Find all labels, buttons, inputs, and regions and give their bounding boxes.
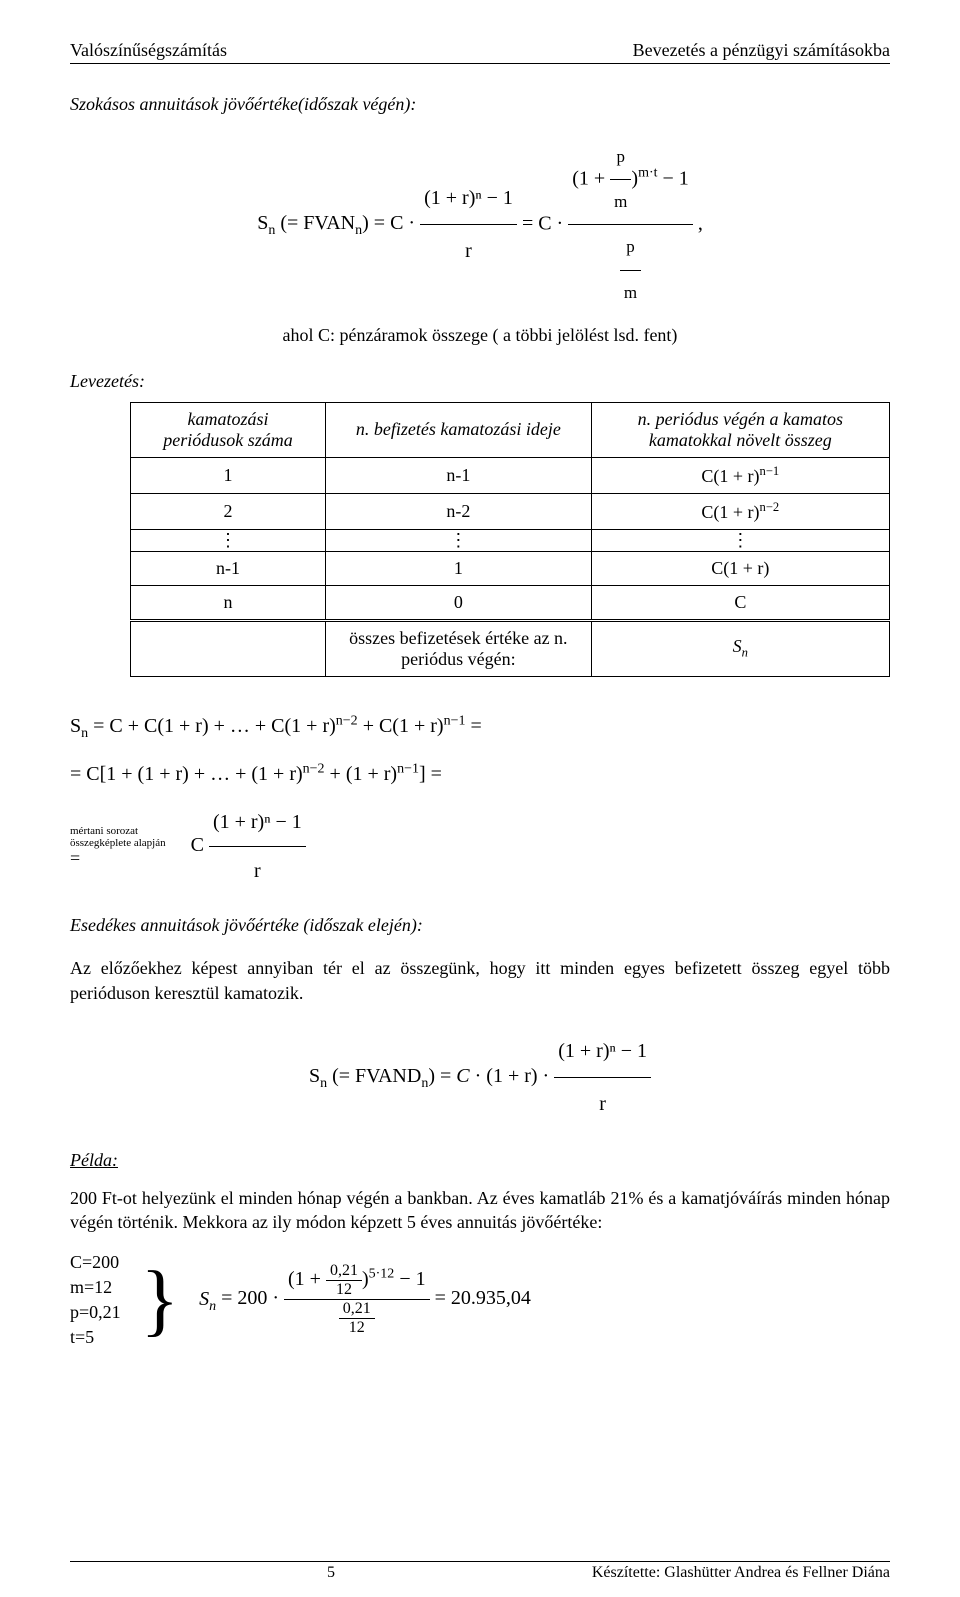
table-row: ⋮ ⋮ ⋮ xyxy=(131,529,890,551)
section2-title: Esedékes annuitások jövőértéke (időszak … xyxy=(70,915,890,936)
example-label: Példa: xyxy=(70,1150,890,1171)
levezetes-label: Levezetés: xyxy=(70,371,890,392)
formula-fvand: Sn (= FVANDn) = C · (1 + r) · (1 + r)ⁿ −… xyxy=(70,1025,890,1130)
example-given: C=200 m=12 p=0,21 t=5 xyxy=(70,1250,121,1351)
page: Valószínűségszámítás Bevezetés a pénzügy… xyxy=(0,0,960,1597)
para-due-annuity: Az előzőekhez képest annyiban tér el az … xyxy=(70,956,890,1005)
formula1-frac1-den: r xyxy=(420,225,517,277)
th-amount: n. periódus végén a kamatos kamatokkal n… xyxy=(591,402,889,457)
formula2-frac: (1 + r)ⁿ − 1 r xyxy=(554,1025,651,1130)
table-row: 1 n-1 C(1 + r)n−1 xyxy=(131,457,890,493)
formula1-frac2: (1 + pm)m·t − 1 pm xyxy=(568,135,693,315)
table-header-row: kamatozási periódusok száma n. befizetés… xyxy=(131,402,890,457)
th-periods: kamatozási periódusok száma xyxy=(131,402,326,457)
example-calculation: C=200 m=12 p=0,21 t=5 } Sn = 200 · (1 + … xyxy=(70,1250,890,1351)
deriv-line2: = C[1 + (1 + r) + … + (1 + r)n−2 + (1 + … xyxy=(70,750,890,798)
example-text: 200 Ft-ot helyezünk el minden hónap végé… xyxy=(70,1186,890,1235)
table-row: 2 n-2 C(1 + r)n−2 xyxy=(131,493,890,529)
footer-credit: Készítette: Glashütter Andrea és Fellner… xyxy=(592,1564,890,1582)
header-right: Bevezetés a pénzügyi számításokba xyxy=(633,40,890,61)
deriv-frac: (1 + r)ⁿ − 1 r xyxy=(209,798,306,895)
derivation-equations: Sn = C + C(1 + r) + … + C(1 + r)n−2 + C(… xyxy=(70,702,890,896)
formula1-tail: , xyxy=(698,212,703,234)
table-final-row: összes befizetések értéke az n. periódus… xyxy=(131,620,890,676)
table-row: n-1 1 C(1 + r) xyxy=(131,551,890,585)
page-header: Valószínűségszámítás Bevezetés a pénzügy… xyxy=(70,40,890,64)
deriv-line3: mértani sorozat összegképlete alapján = … xyxy=(70,798,890,895)
formula2-lhs: Sn (= FVANDn) = C · (1 + r) · xyxy=(309,1065,554,1087)
header-left: Valószínűségszámítás xyxy=(70,40,227,61)
formula1-frac1-num: (1 + r)ⁿ − 1 xyxy=(420,172,517,225)
formula1-frac2-den: pm xyxy=(568,225,693,314)
formula1-frac2-num: (1 + pm)m·t − 1 xyxy=(568,135,693,225)
geometric-series-note: mértani sorozat összegképlete alapján = xyxy=(70,825,166,869)
formula1-lhs: Sn (= FVANn) = C · xyxy=(257,212,420,234)
section1-title: Szokásos annuitások jövőértéke(időszak v… xyxy=(70,94,890,115)
formula1-frac1: (1 + r)ⁿ − 1 r xyxy=(420,172,517,277)
derivation-table: kamatozási periódusok száma n. befizetés… xyxy=(130,402,890,677)
formula1-caption: ahol C: pénzáramok összege ( a többi jel… xyxy=(70,325,890,346)
example-formula: Sn = 200 · (1 + 0,2112)5·12 − 1 0,2112 =… xyxy=(199,1262,531,1337)
page-footer: 5 Készítette: Glashütter Andrea és Felln… xyxy=(70,1561,890,1582)
deriv-line1: Sn = C + C(1 + r) + … + C(1 + r)n−2 + C(… xyxy=(70,702,890,751)
brace-icon: } xyxy=(141,1260,179,1340)
th-time: n. befizetés kamatozási ideje xyxy=(326,402,592,457)
formula-fvan: Sn (= FVANn) = C · (1 + r)ⁿ − 1 r = C · … xyxy=(70,135,890,315)
table-row: n 0 C xyxy=(131,585,890,620)
page-number: 5 xyxy=(327,1564,335,1582)
formula1-eq: = C · xyxy=(522,212,568,234)
